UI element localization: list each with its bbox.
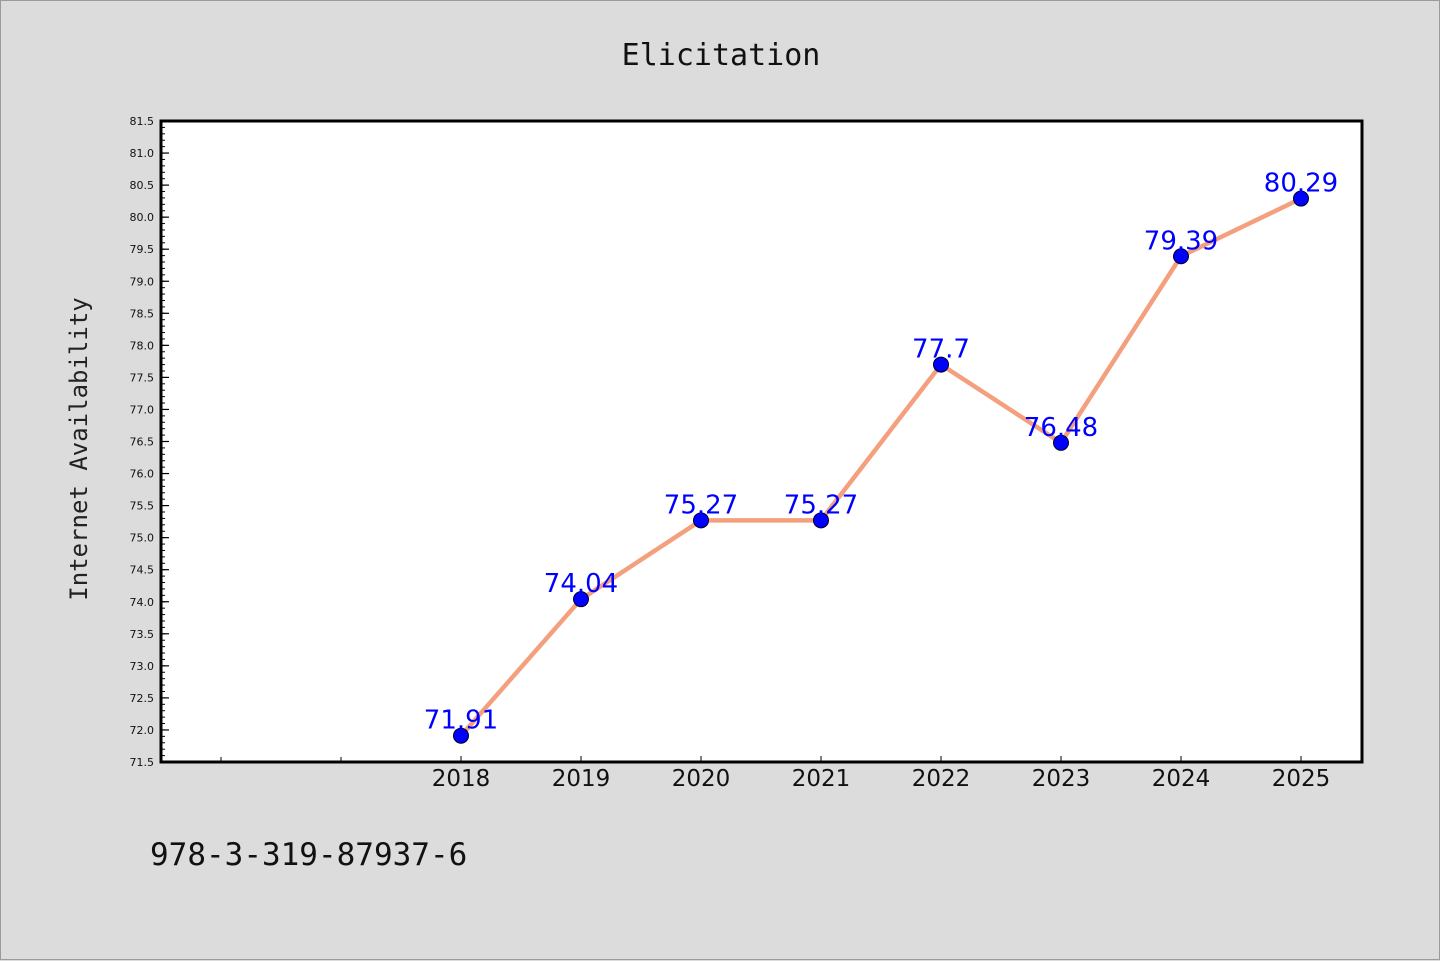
y-tick-label: 79.0	[130, 275, 155, 288]
data-point	[813, 512, 829, 529]
x-tick-label: 2021	[792, 766, 851, 792]
y-tick-label: 75.0	[130, 532, 155, 545]
data-point	[1053, 434, 1069, 451]
chart-title: Elicitation	[622, 38, 821, 73]
y-tick-label: 73.0	[130, 660, 155, 673]
data-label: 76.48	[1024, 413, 1098, 443]
y-tick-label: 81.5	[130, 115, 155, 128]
x-tick-label: 2024	[1152, 766, 1211, 792]
data-label: 77.7	[912, 335, 970, 365]
y-tick-label: 74.5	[130, 564, 155, 577]
y-tick-label: 72.5	[130, 692, 155, 705]
x-tick-label: 2019	[552, 766, 611, 792]
data-point	[933, 356, 949, 373]
data-label: 75.27	[664, 490, 738, 520]
y-axis-label: Internet Availability	[65, 297, 93, 600]
data-label: 80.29	[1264, 169, 1338, 199]
y-tick-label: 74.0	[130, 596, 155, 609]
x-tick-label: 2023	[1032, 766, 1091, 792]
data-point	[573, 591, 589, 608]
data-labels: 71.91 74.04 75.27 75.27 77.7 76.48 79.39 80.29	[424, 169, 1338, 736]
y-tick-label: 76.5	[130, 436, 155, 449]
y-tick-label: 78.5	[130, 307, 155, 320]
data-label: 71.91	[424, 706, 498, 736]
x-tick-label: 2020	[672, 766, 731, 792]
y-tick-label: 75.5	[130, 500, 155, 513]
data-label: 74.04	[544, 569, 618, 599]
y-tick-label: 73.5	[130, 628, 155, 641]
y-axis: 71.5 72.0 72.5 73.0 73.5 74.0 74.5 75.0 75.5 76.0…	[130, 115, 169, 769]
y-tick-label: 80.0	[130, 211, 155, 224]
y-tick-label: 71.5	[130, 756, 155, 769]
y-tick-label: 79.5	[130, 243, 155, 256]
data-point	[453, 727, 469, 744]
data-point	[693, 512, 709, 529]
y-tick-label: 76.0	[130, 468, 155, 481]
x-tick-label: 2022	[912, 766, 971, 792]
y-tick-label: 77.5	[130, 371, 155, 384]
data-label: 79.39	[1144, 226, 1218, 256]
x-tick-label: 2018	[432, 766, 491, 792]
data-point	[1293, 190, 1309, 207]
x-axis: 2018 2019 2020 2021 2022 2023 2024 2025	[220, 756, 1331, 792]
plot-area	[159, 119, 1364, 764]
y-tick-label: 78.0	[130, 339, 155, 352]
y-tick-label: 80.5	[130, 179, 155, 192]
y-tick-label: 77.0	[130, 403, 155, 416]
data-label: 75.27	[784, 490, 858, 520]
y-tick-label: 81.0	[130, 147, 155, 160]
footer-isbn: 978-3-319-87937-6	[150, 837, 467, 873]
series-line	[453, 190, 1309, 744]
data-point	[1173, 248, 1189, 265]
series-polyline	[459, 196, 1302, 738]
x-tick-label: 2025	[1272, 766, 1331, 792]
y-tick-label: 72.0	[130, 724, 155, 737]
